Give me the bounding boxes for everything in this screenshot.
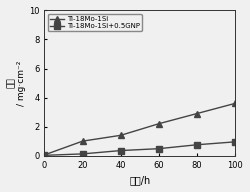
Line: Ti-18Mo-1Si+0.5GNP: Ti-18Mo-1Si+0.5GNP (42, 139, 238, 158)
Y-axis label: 减重
/ mg·cm⁻²: 减重 / mg·cm⁻² (7, 60, 26, 106)
Ti-18Mo-1Si (196, 112, 198, 115)
Ti-18Mo-1Si (234, 102, 237, 104)
Ti-18Mo-1Si+0.5GNP (119, 149, 122, 152)
Ti-18Mo-1Si+0.5GNP (234, 141, 237, 143)
Ti-18Mo-1Si (43, 154, 46, 156)
Ti-18Mo-1Si (158, 122, 160, 125)
Ti-18Mo-1Si+0.5GNP (43, 154, 46, 156)
X-axis label: 时间/h: 时间/h (129, 175, 150, 185)
Ti-18Mo-1Si+0.5GNP (158, 147, 160, 150)
Line: Ti-18Mo-1Si: Ti-18Mo-1Si (42, 101, 238, 158)
Ti-18Mo-1Si+0.5GNP (81, 153, 84, 155)
Ti-18Mo-1Si+0.5GNP (196, 144, 198, 146)
Ti-18Mo-1Si (81, 140, 84, 142)
Legend: Ti-18Mo-1Si, Ti-18Mo-1Si+0.5GNP: Ti-18Mo-1Si, Ti-18Mo-1Si+0.5GNP (48, 14, 142, 31)
Ti-18Mo-1Si (119, 134, 122, 137)
